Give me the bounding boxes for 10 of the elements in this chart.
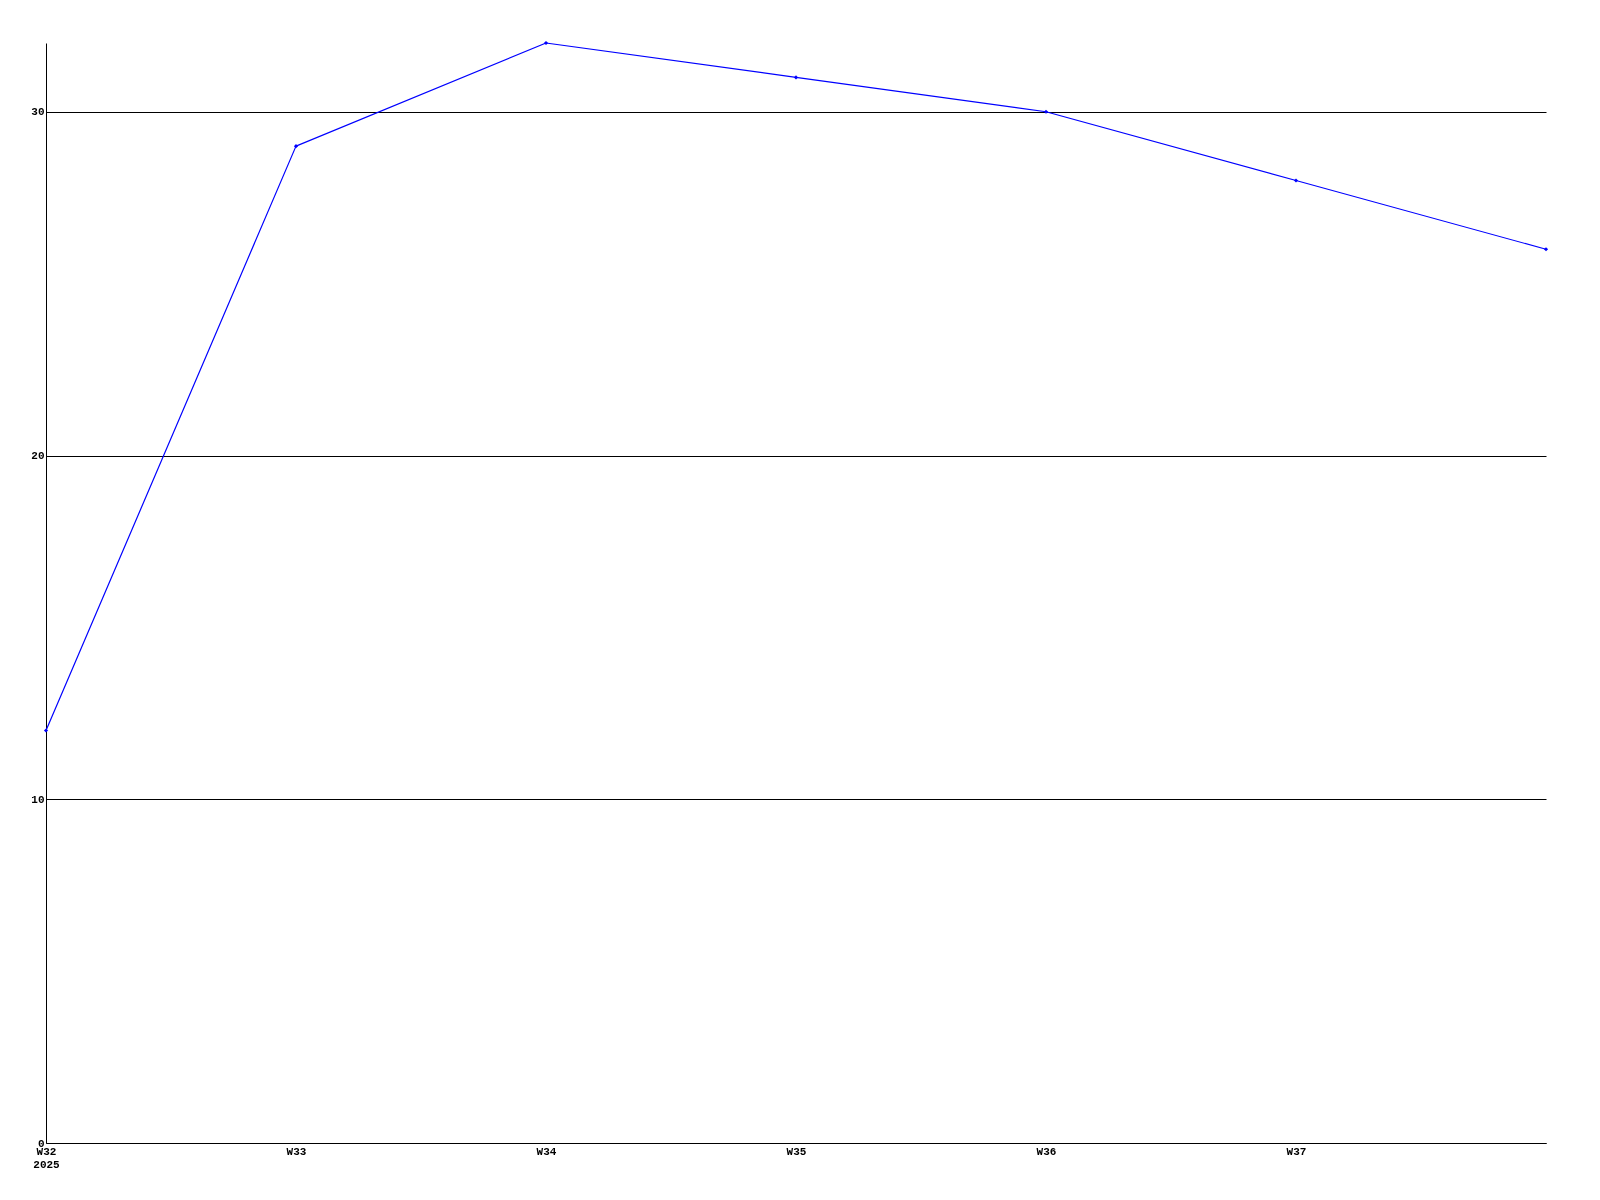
x-tick-label: W32 2025 (33, 1145, 61, 1171)
y-tick-label: 30 (31, 106, 45, 119)
x-tick-label: W34 (536, 1145, 557, 1158)
x-tick-label: W36 (1036, 1145, 1057, 1158)
y-tick-label: 20 (31, 450, 45, 462)
x-tick-label: W35 (786, 1145, 807, 1158)
point (543, 40, 549, 46)
x-tick-label: W33 (286, 1145, 307, 1158)
y-tick-label: 10 (31, 793, 45, 806)
x-tick-label: W37 (1286, 1145, 1307, 1158)
